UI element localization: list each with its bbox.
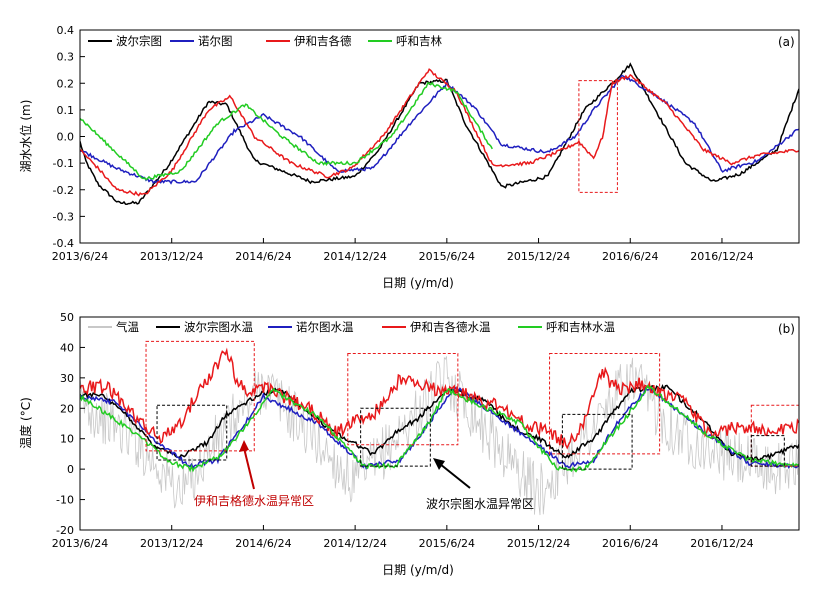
ytick-label-a-2: -0.2 xyxy=(53,184,74,197)
series-line-b-3 xyxy=(80,347,799,450)
xtick-label-a-5: 2015/12/24 xyxy=(507,250,570,263)
ytick-label-b-0: -20 xyxy=(56,524,74,537)
ytick-label-a-1: -0.3 xyxy=(53,210,74,223)
highlight-box-b-7 xyxy=(750,435,785,467)
xtick-label-a-2: 2014/6/24 xyxy=(235,250,291,263)
ytick-label-a-4: 0.0 xyxy=(57,131,75,144)
xtick-label-b-7: 2016/12/24 xyxy=(690,537,753,550)
legend-a-label-1: 诺尔图 xyxy=(198,34,233,48)
series-line-b-1 xyxy=(80,383,799,463)
legend-a-label-2: 伊和吉各德 xyxy=(294,34,352,48)
xtick-label-a-7: 2016/12/24 xyxy=(690,250,753,263)
ytick-label-a-8: 0.4 xyxy=(57,24,75,37)
ytick-label-b-3: 10 xyxy=(60,433,74,446)
xtick-label-b-6: 2016/6/24 xyxy=(602,537,658,550)
panel-b-plot-area xyxy=(80,347,799,516)
highlight-box-b-0 xyxy=(145,340,255,452)
ytick-label-b-2: 0 xyxy=(67,463,74,476)
xtick-label-b-2: 2014/6/24 xyxy=(235,537,291,550)
xtick-label-b-4: 2015/6/24 xyxy=(419,537,475,550)
panel-b-label: (b) xyxy=(778,322,795,336)
highlight-box-b-6 xyxy=(561,413,633,470)
xtick-label-a-4: 2015/6/24 xyxy=(419,250,475,263)
highlight-box-b-2 xyxy=(549,353,661,455)
legend-b-label-2: 诺尔图水温 xyxy=(296,320,354,334)
ytick-label-b-6: 40 xyxy=(60,341,74,354)
series-line-a-2 xyxy=(80,68,799,197)
xtick-label-a-1: 2013/12/24 xyxy=(140,250,203,263)
legend-b-label-1: 波尔宗图水温 xyxy=(184,320,253,334)
panel-a-xlabel: 日期 (y/m/d) xyxy=(382,276,454,290)
panel-b-frame xyxy=(79,316,800,531)
legend-a-label-3: 呼和吉林 xyxy=(396,34,442,48)
annotation-arrow-yihejige xyxy=(243,447,255,490)
ytick-label-b-5: 30 xyxy=(60,372,74,385)
legend-b-label-0: 气温 xyxy=(116,320,139,334)
annotation-boerzongtu: 波尔宗图水温异常区 xyxy=(426,496,534,511)
legend-b-label-3: 伊和吉各德水温 xyxy=(410,320,491,334)
ytick-label-a-5: 0.1 xyxy=(57,104,75,117)
panel-a: 2013/6/24 2013/12/24 2014/6/24 2014/12/24 20… xyxy=(18,24,800,290)
xtick-label-b-1: 2013/12/24 xyxy=(140,537,203,550)
panel-b-ylabel: 温度 (°C) xyxy=(18,397,33,449)
panel-a-legend: 波尔宗图 诺尔图 伊和吉各德 呼和吉林 xyxy=(88,34,442,48)
legend-b-label-4: 呼和吉林水温 xyxy=(546,320,615,334)
highlight-box-a-0 xyxy=(578,80,618,193)
annotation-arrowhead-yihejige xyxy=(239,440,249,452)
ytick-label-b-4: 20 xyxy=(60,402,74,415)
panel-b-xlabel: 日期 (y/m/d) xyxy=(382,563,454,577)
xtick-label-a-3: 2014/12/24 xyxy=(323,250,386,263)
panel-b-legend: 气温 波尔宗图水温 诺尔图水温 伊和吉各德水温 呼和吉林水温 xyxy=(88,320,615,334)
ytick-label-a-6: 0.2 xyxy=(57,77,75,90)
ytick-label-b-1: -10 xyxy=(56,494,74,507)
series-line-b-0 xyxy=(80,356,799,516)
highlight-box-b-4 xyxy=(156,404,228,461)
series-line-a-0 xyxy=(80,62,799,205)
highlight-box-b-1 xyxy=(347,353,459,446)
highlight-box-b-5 xyxy=(360,407,431,467)
legend-a-label-0: 波尔宗图 xyxy=(116,34,162,48)
xtick-label-a-6: 2016/6/24 xyxy=(602,250,658,263)
annotation-arrow-boerzongtu xyxy=(439,463,471,489)
ytick-label-a-0: -0.4 xyxy=(53,237,74,250)
xtick-label-a-0: 2013/6/24 xyxy=(52,250,108,263)
annotation-arrowhead-boerzongtu xyxy=(433,458,445,470)
xtick-label-b-5: 2015/12/24 xyxy=(507,537,570,550)
panel-a-frame xyxy=(79,29,800,244)
series-line-a-1 xyxy=(80,74,799,185)
panel-a-label: (a) xyxy=(778,35,795,49)
panel-a-plot-area xyxy=(80,62,799,205)
anomaly-annotations: 伊和吉格德水温异常区 波尔宗图水温异常区 xyxy=(194,440,534,511)
panel-b: 2013/6/24 2013/12/24 2014/6/24 2014/12/24 20… xyxy=(18,311,800,577)
series-line-a-3 xyxy=(80,81,493,181)
ytick-label-a-7: 0.3 xyxy=(57,51,75,64)
panel-a-ylabel: 湖水水位 (m) xyxy=(18,100,33,173)
series-line-b-4 xyxy=(80,384,799,473)
annotation-yihejige: 伊和吉格德水温异常区 xyxy=(194,493,314,508)
ytick-label-b-7: 50 xyxy=(60,311,74,324)
xtick-label-b-0: 2013/6/24 xyxy=(52,537,108,550)
xtick-label-b-3: 2014/12/24 xyxy=(323,537,386,550)
ytick-label-a-3: -0.1 xyxy=(53,157,74,170)
series-line-b-2 xyxy=(80,386,799,470)
